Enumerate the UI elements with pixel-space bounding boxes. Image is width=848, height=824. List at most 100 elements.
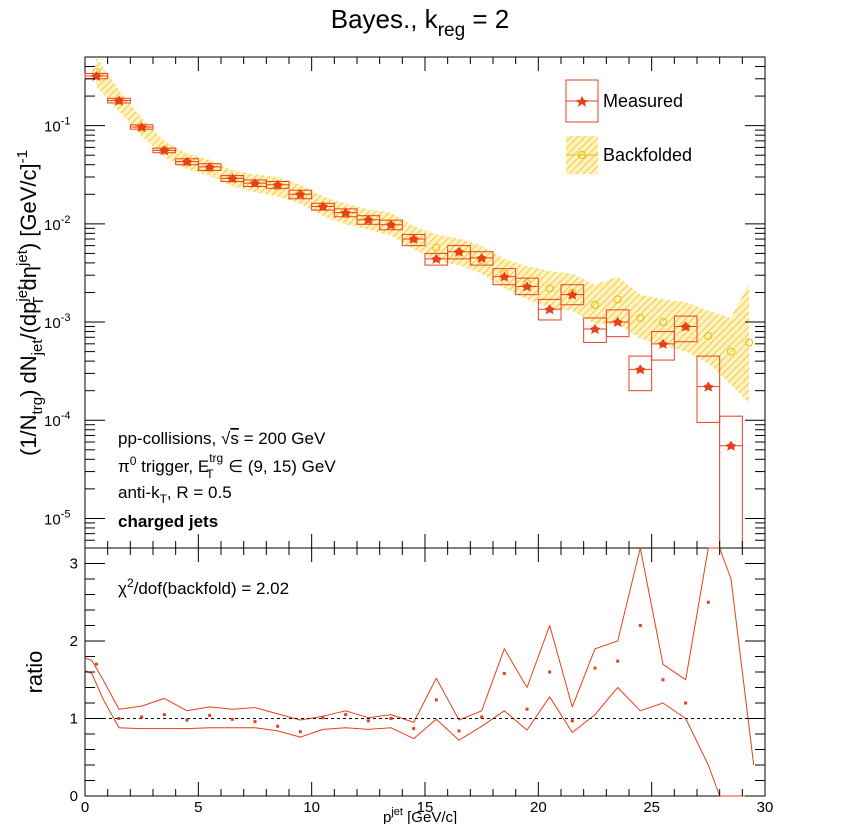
ratio-xtick-label: 20 (530, 799, 547, 816)
ratio-point (480, 715, 484, 719)
ratio-point (366, 719, 370, 723)
ratio-point (185, 718, 189, 722)
ratio-envelope (84, 547, 755, 797)
measured-point (454, 246, 464, 257)
measured-point (658, 338, 668, 349)
measured-point (726, 440, 736, 451)
backfolded-point (636, 313, 645, 322)
measured-point (612, 317, 623, 328)
measured-point (159, 145, 170, 156)
legend-measured-marker (576, 96, 588, 107)
ratio-point (140, 715, 144, 719)
ratio-point (298, 730, 302, 734)
ratio-points (94, 600, 710, 734)
backfolded-point (704, 332, 713, 341)
measured-point (408, 234, 419, 245)
ratio-point (321, 716, 325, 720)
ratio-point (706, 600, 710, 604)
measured-sys-box (628, 355, 653, 392)
ratio-ytick-label: 1 (70, 711, 78, 728)
ratio-xtick-label: 30 (757, 799, 774, 816)
ratio-point (502, 672, 506, 676)
ratio-ytick-label: 3 (70, 556, 78, 573)
chart-title: Bayes., kreg = 2 (331, 4, 510, 41)
ratio-point (162, 713, 166, 717)
measured-point (340, 207, 351, 218)
ratio-ylabel: ratio (22, 651, 47, 694)
ratio-point (525, 707, 529, 711)
legend: Measured Backfolded (565, 79, 692, 174)
backfolded-band-area (96, 57, 750, 403)
measured-point (522, 281, 532, 292)
backfolded-point (745, 338, 754, 347)
measured-sys-box (469, 251, 494, 266)
measured-point (182, 156, 192, 167)
ratio-point (276, 724, 280, 728)
measured-point (136, 121, 147, 132)
measured-point (250, 178, 260, 189)
measured-point (272, 179, 283, 190)
measured-point (590, 323, 600, 334)
ytick-label: 10-3 (44, 312, 70, 332)
measured-point (476, 252, 487, 263)
ratio-ytick-labels: 0 1 2 3 (70, 556, 78, 806)
ratio-point (253, 720, 257, 724)
annotation-algorithm: anti-kT, R = 0.5 (118, 483, 232, 506)
ratio-point (457, 729, 461, 733)
ratio-xtick-label: 0 (81, 799, 89, 816)
ratio-ticks (84, 547, 766, 797)
ratio-point (208, 713, 212, 717)
ratio-xtick-label: 15 (417, 799, 434, 816)
ratio-point (344, 713, 348, 717)
legend-backfolded-label: Backfolded (603, 145, 692, 165)
ratio-point (570, 719, 574, 723)
ratio-point (389, 717, 393, 720)
ratio-envelope-upper (84, 547, 755, 766)
spectrum-ylabel: (1/Ntrg) dNjet/(dpjetT dηjet) [GeV/c]-1 (14, 150, 47, 456)
ratio-point (230, 717, 234, 721)
legend-measured-label: Measured (603, 91, 683, 111)
backfolded-point (432, 243, 441, 252)
ratio-xlabel: pjet [GeV/c] (383, 806, 457, 824)
ratio-point (434, 698, 438, 702)
measured-point (318, 201, 328, 212)
ratio-point (593, 666, 597, 670)
measured-sys-box (696, 355, 721, 423)
ratio-envelope-lower (84, 670, 754, 797)
ratio-xtick-label: 25 (643, 799, 660, 816)
spectrum-panel: 10-1 10-2 10-3 10-4 10-5 (1/Ntrg) dNjet/(dpj… (14, 56, 766, 549)
measured-point (227, 173, 238, 184)
backfolded-point (591, 300, 599, 309)
measured-point (114, 95, 124, 106)
measured-point (544, 304, 555, 315)
ratio-point (661, 678, 665, 682)
annotation-collisions: pp-collisions, √s = 200 GeV (118, 429, 326, 448)
measured-sys-box (719, 415, 743, 549)
backfolded-point (727, 347, 735, 356)
measured-point (204, 161, 215, 172)
measured-point (363, 214, 374, 225)
ytick-label: 10-5 (44, 508, 70, 528)
measured-sys-box (605, 309, 630, 338)
backfolded-point (659, 318, 667, 327)
ytick-label: 10-1 (44, 116, 70, 136)
annotation-charged-jets: charged jets (118, 512, 218, 531)
measured-point (295, 189, 306, 200)
measured-point (703, 381, 714, 392)
ratio-ytick-label: 0 (70, 788, 78, 805)
measured-point (431, 253, 442, 264)
measured-point (499, 271, 510, 282)
ratio-point (412, 727, 416, 731)
ratio-point (117, 717, 121, 720)
measured-sys-box (673, 315, 698, 343)
ratio-ytick-label: 2 (70, 633, 78, 650)
ratio-panel: 0 1 2 3 0 5 10 15 20 25 30 ratio χ2/dof(backfold)… (22, 547, 774, 824)
measured-sys-box (651, 331, 675, 361)
annotation-trigger: π0 trigger, Etrg T ∈ (9, 15) GeV (118, 451, 336, 481)
backfolded-point (613, 295, 622, 304)
measured-point (567, 289, 578, 300)
measured-point (680, 321, 691, 332)
ratio-point (616, 659, 620, 663)
ratio-chi2-annotation: χ2/dof(backfold) = 2.02 (118, 576, 289, 598)
